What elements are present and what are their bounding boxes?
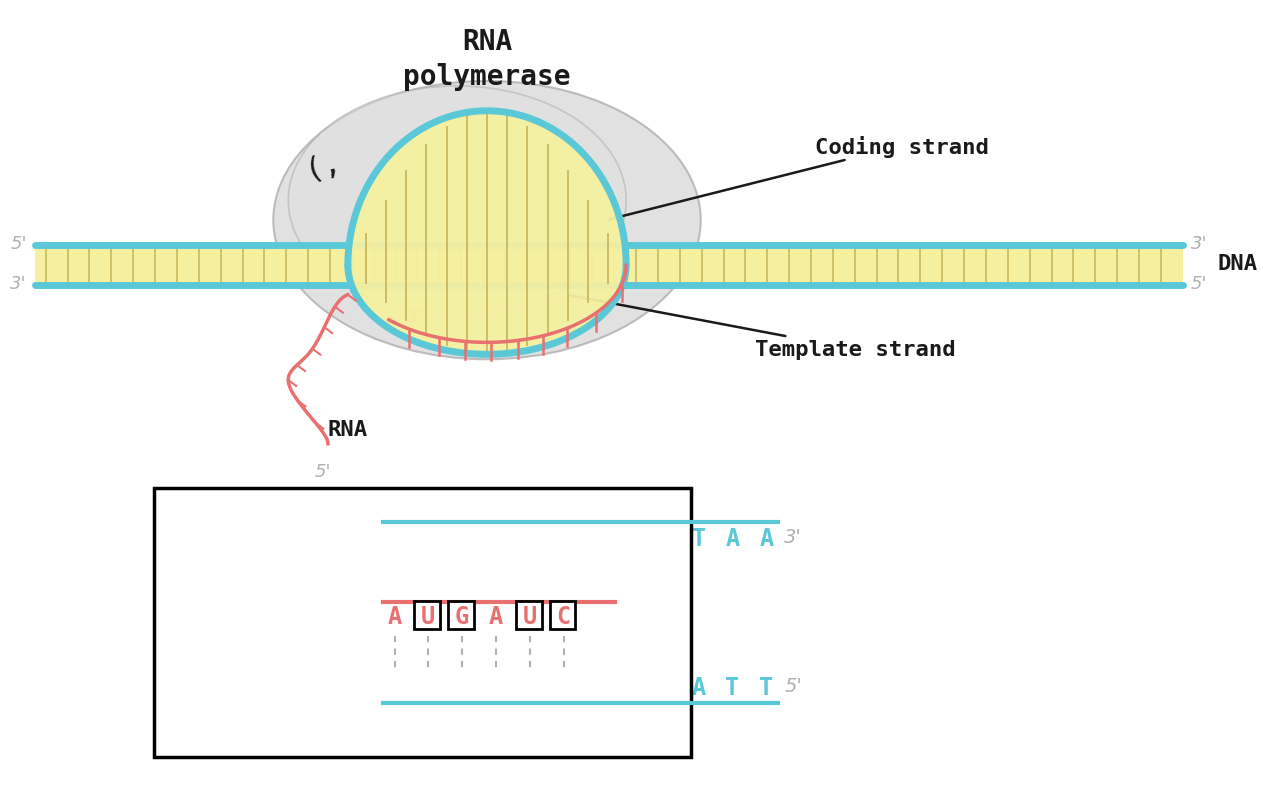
Text: A: A [489, 526, 503, 550]
Text: C: C [557, 526, 571, 550]
Text: 5': 5' [784, 676, 802, 695]
Text: C: C [658, 675, 672, 699]
Text: Coding strand: Coding strand [609, 136, 989, 221]
Text: 5': 5' [314, 462, 331, 480]
Text: C: C [455, 675, 470, 699]
Text: A: A [725, 526, 740, 550]
Text: U: U [422, 604, 436, 628]
Text: G: G [455, 604, 470, 628]
Text: RNA: RNA [462, 28, 512, 56]
Text: 3': 3' [10, 274, 27, 293]
FancyBboxPatch shape [515, 601, 542, 629]
Text: T: T [422, 526, 436, 550]
Text: polymerase: polymerase [403, 63, 571, 91]
Text: Template strand: Template strand [184, 675, 374, 695]
FancyBboxPatch shape [549, 601, 576, 629]
Text: 5': 5' [335, 606, 352, 626]
Text: 3': 3' [1191, 235, 1207, 253]
FancyBboxPatch shape [154, 489, 691, 757]
Text: A: A [489, 604, 503, 628]
Text: C: C [557, 604, 571, 628]
Text: G: G [557, 675, 571, 699]
Text: G: G [455, 526, 470, 550]
FancyBboxPatch shape [414, 601, 441, 629]
Text: T: T [590, 526, 605, 550]
Text: 5': 5' [10, 235, 27, 253]
Text: DNA: DNA [1218, 253, 1258, 273]
Text: A: A [388, 526, 402, 550]
Text: T: T [388, 675, 402, 699]
Text: Coding strand: Coding strand [184, 525, 349, 548]
Polygon shape [347, 111, 626, 354]
Text: A: A [523, 675, 537, 699]
Text: A: A [759, 526, 773, 550]
Text: T: T [489, 675, 503, 699]
FancyBboxPatch shape [448, 601, 474, 629]
Text: RNA: RNA [328, 419, 368, 439]
Text: T: T [725, 675, 740, 699]
Text: C: C [624, 526, 638, 550]
Text: G: G [658, 526, 672, 550]
Text: G: G [624, 675, 638, 699]
Text: A: A [388, 604, 402, 628]
Text: 5': 5' [335, 527, 352, 546]
Text: 5': 5' [1191, 274, 1207, 293]
Text: T: T [523, 526, 537, 550]
Text: Template strand: Template strand [570, 296, 956, 360]
Text: 3': 3' [784, 527, 802, 546]
Polygon shape [35, 245, 1182, 286]
Text: A: A [590, 675, 605, 699]
Text: A: A [692, 675, 706, 699]
Text: U: U [523, 604, 537, 628]
Text: 3': 3' [640, 606, 658, 626]
Text: 3': 3' [335, 676, 352, 695]
Text: A: A [422, 675, 436, 699]
Ellipse shape [288, 87, 626, 315]
Text: (,: (, [302, 148, 345, 185]
Text: RNA: RNA [273, 606, 311, 626]
Text: T: T [692, 526, 706, 550]
Text: T: T [759, 675, 773, 699]
Text: 3': 3' [407, 307, 423, 326]
Ellipse shape [273, 82, 701, 360]
